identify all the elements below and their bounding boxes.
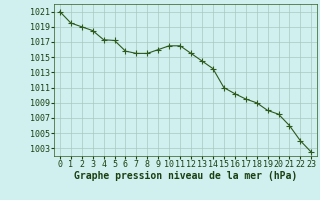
X-axis label: Graphe pression niveau de la mer (hPa): Graphe pression niveau de la mer (hPa) xyxy=(74,171,297,181)
